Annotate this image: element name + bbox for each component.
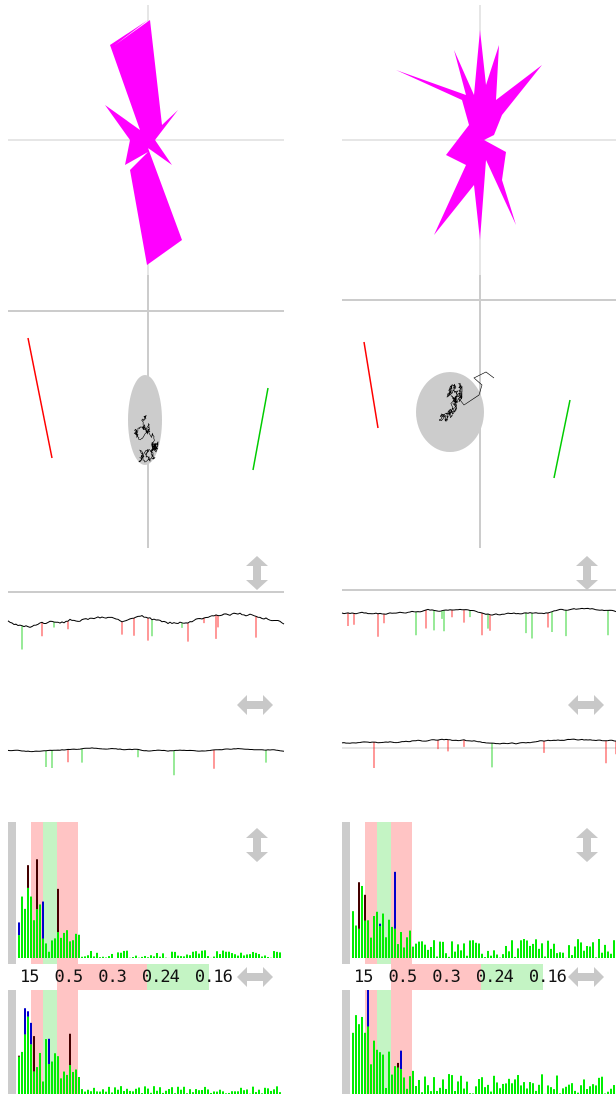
rose-polygon xyxy=(105,20,182,265)
marker-left-red xyxy=(363,341,379,429)
sway-trace xyxy=(439,371,495,422)
timeseries-upper xyxy=(7,612,285,650)
spectrum-upper xyxy=(342,822,615,964)
tick-label: 0.5 xyxy=(388,967,417,987)
updown-arrow-icon[interactable] xyxy=(244,828,270,862)
confidence-ellipse xyxy=(128,375,162,465)
tick-label: 0.24 xyxy=(475,967,514,987)
marker-left-red xyxy=(27,337,53,459)
rose-polygon xyxy=(396,30,542,240)
left-analysis-column: 15 0.5 0.3 0.24 0.16 xyxy=(0,0,300,1094)
marker-right-green xyxy=(553,399,571,479)
updown-arrow-icon[interactable] xyxy=(574,828,600,862)
tick-label: 0.16 xyxy=(194,967,233,987)
tick-label: 0.5 xyxy=(54,967,83,987)
frequency-tick-strip: 15 0.5 0.3 0.24 0.16 xyxy=(20,962,248,992)
leftright-arrow-icon[interactable] xyxy=(237,694,273,716)
timeseries-lower xyxy=(7,747,285,776)
tick-label: 15 xyxy=(354,967,374,987)
leftright-arrow-icon[interactable] xyxy=(237,966,273,988)
updown-arrow-icon[interactable] xyxy=(244,556,270,590)
spectrum-lower xyxy=(8,990,281,1094)
timeseries-lower xyxy=(341,738,616,769)
updown-arrow-icon[interactable] xyxy=(574,556,600,590)
tick-label: 0.3 xyxy=(432,967,461,987)
tick-label: 0.3 xyxy=(98,967,127,987)
marker-right-green xyxy=(252,387,269,471)
tick-label: 15 xyxy=(20,967,40,987)
sway-trace xyxy=(133,414,159,463)
leftright-arrow-icon[interactable] xyxy=(568,694,604,716)
timeseries-upper xyxy=(341,607,616,639)
right-canvas xyxy=(341,5,616,1094)
tick-label: 0.24 xyxy=(141,967,180,987)
tick-label: 0.16 xyxy=(528,967,567,987)
spectrum-upper xyxy=(8,822,281,964)
left-canvas xyxy=(7,5,285,1094)
leftright-arrow-icon[interactable] xyxy=(568,966,604,988)
frequency-tick-strip: 15 0.5 0.3 0.24 0.16 xyxy=(354,962,582,992)
right-analysis-column: 15 0.5 0.3 0.24 0.16 xyxy=(334,0,616,1094)
spectrum-lower xyxy=(342,987,615,1094)
